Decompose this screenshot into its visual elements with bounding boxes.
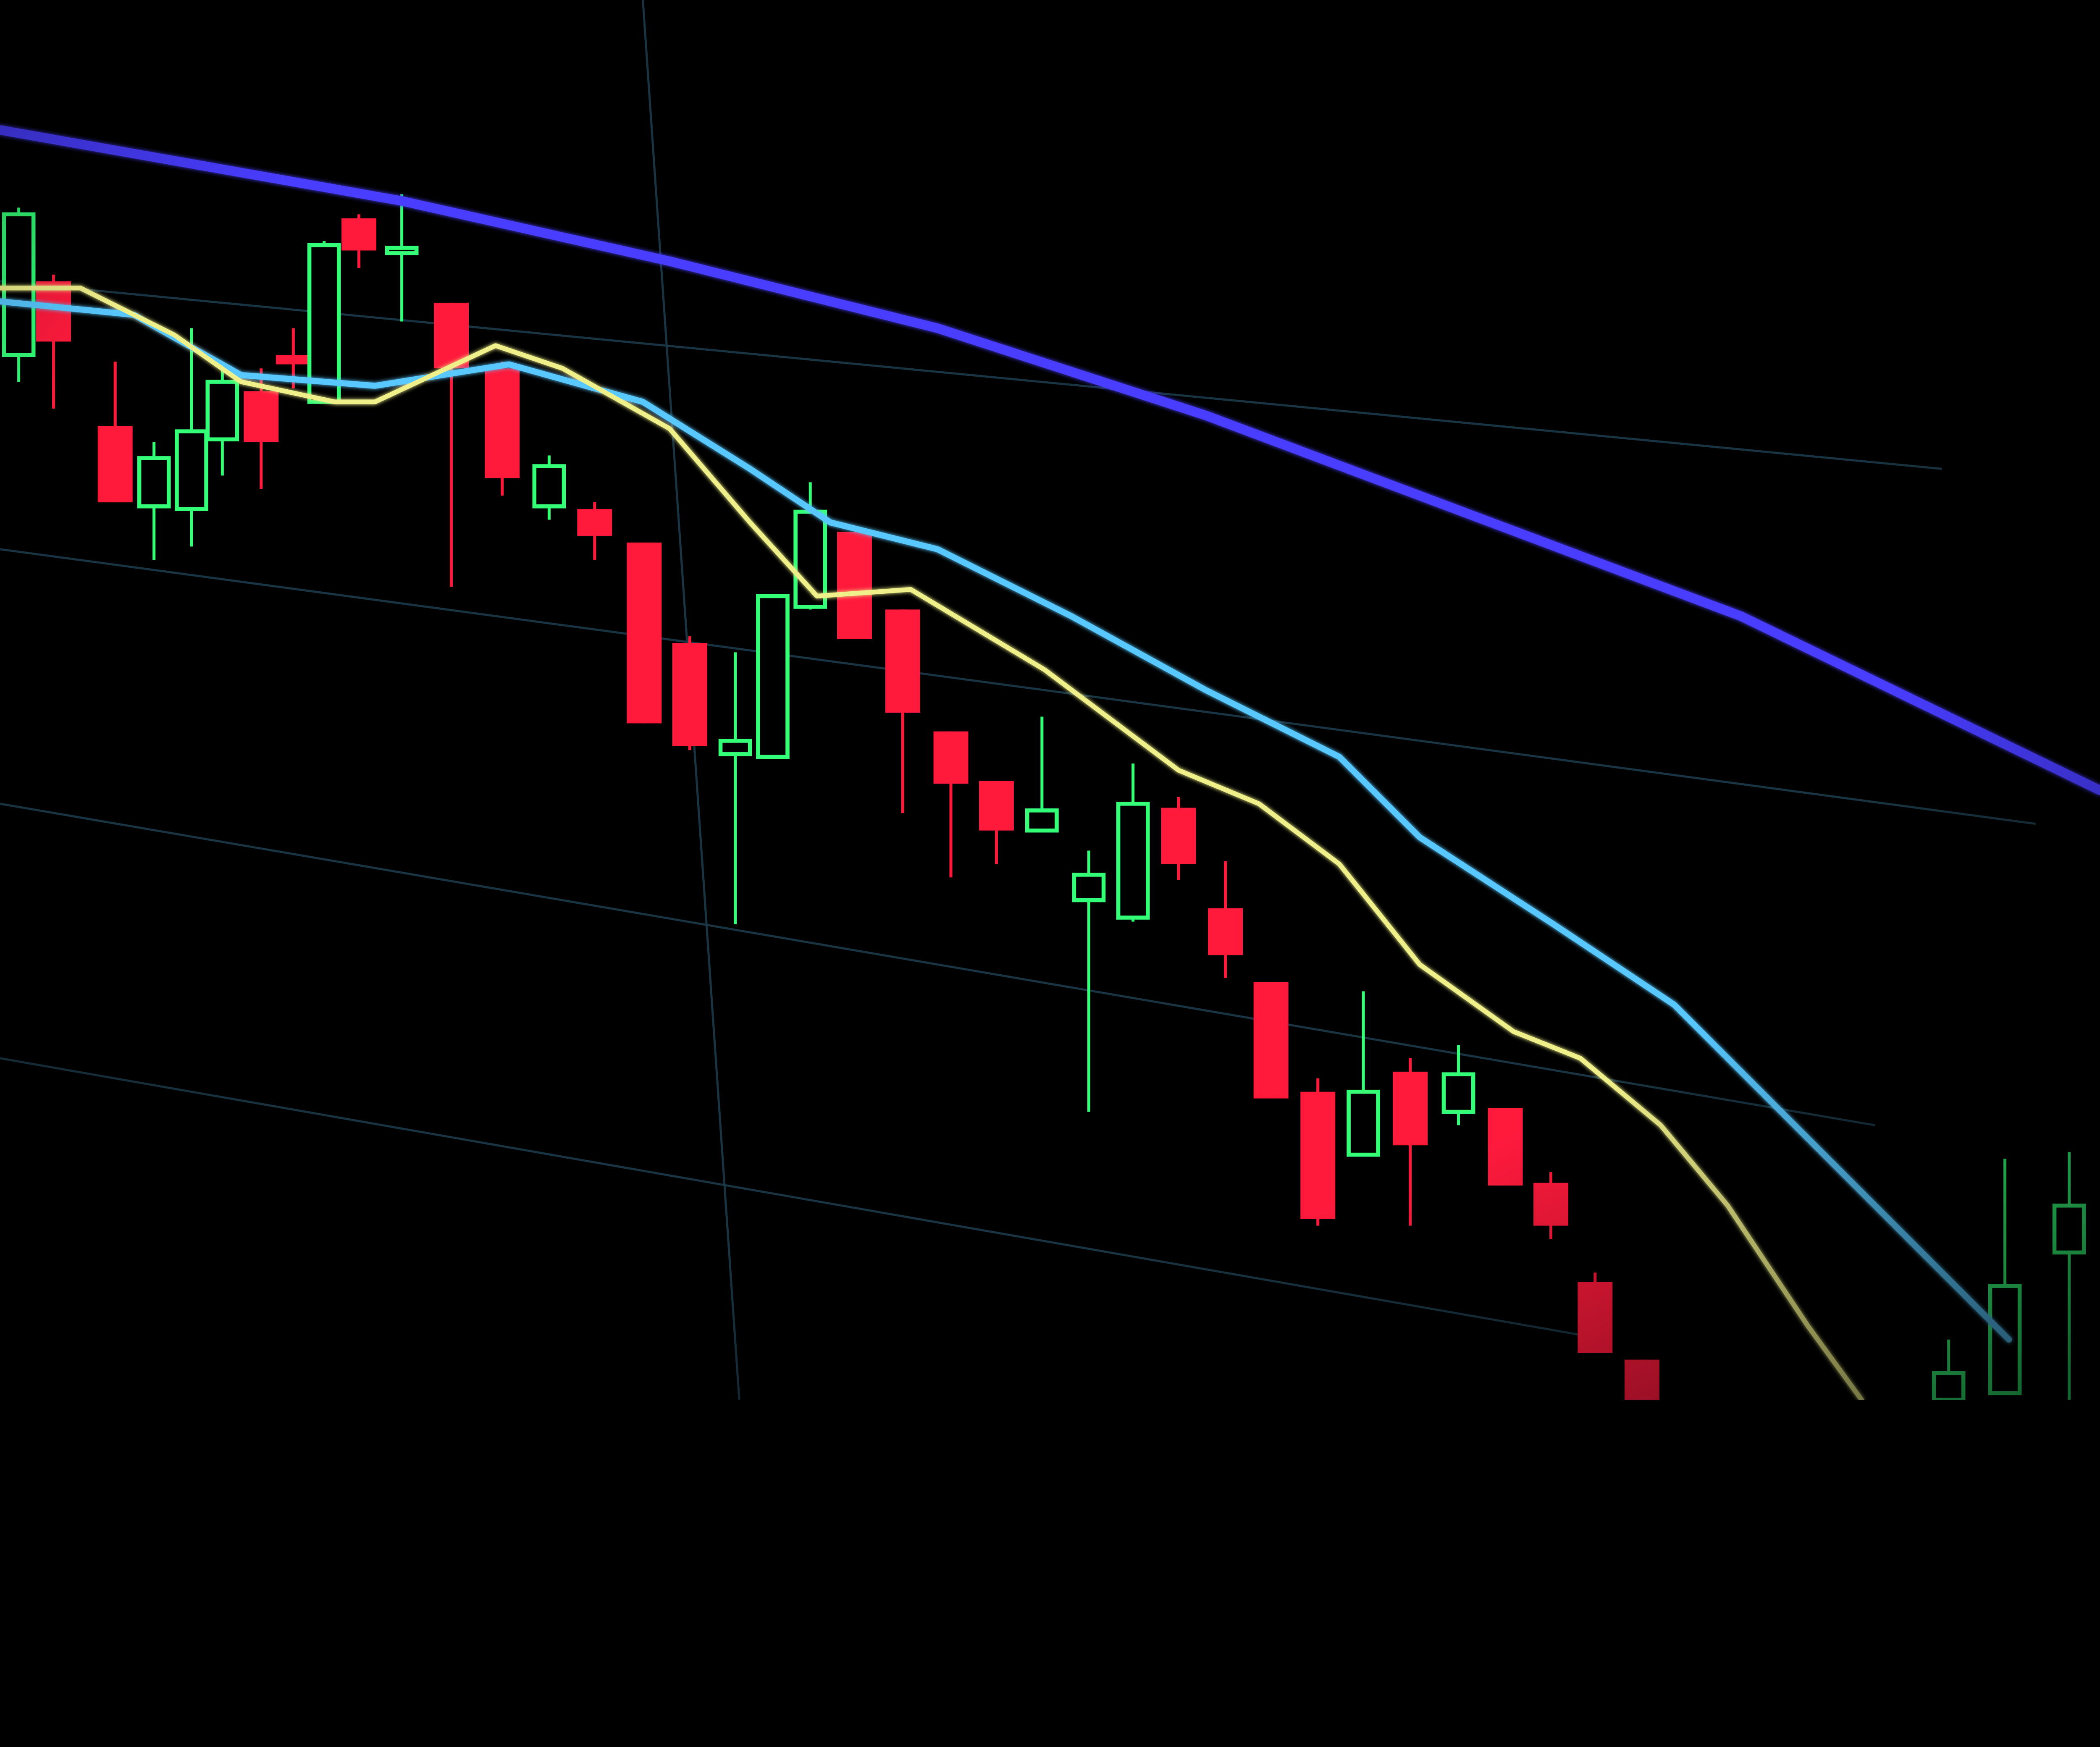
candlestick-chart-photo (0, 0, 2100, 1400)
vignette (0, 0, 2100, 1400)
